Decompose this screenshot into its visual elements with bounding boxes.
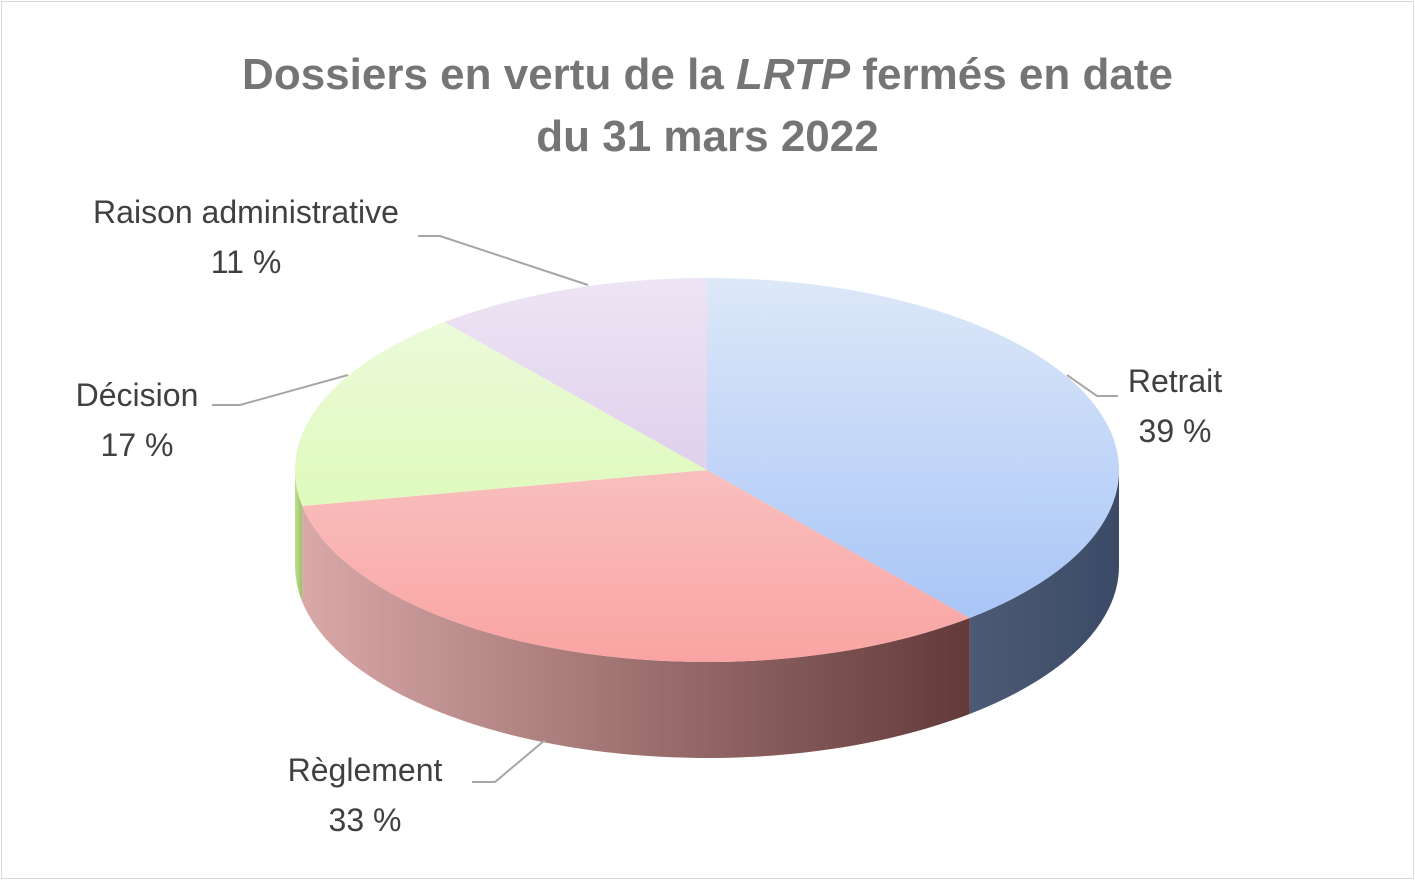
slice-label-raison-administrative: Raison administrative 11 % bbox=[46, 187, 446, 287]
title-line1-italic: LRTP bbox=[736, 50, 851, 99]
slice-value-reglement: 33 % bbox=[328, 802, 402, 838]
slice-label-retrait: Retrait 39 % bbox=[1085, 356, 1265, 456]
slice-label-decision: Décision 17 % bbox=[47, 370, 227, 470]
slice-name-decision: Décision bbox=[75, 377, 199, 413]
slice-value-retrait: 39 % bbox=[1138, 413, 1212, 449]
pie-slice-decision bbox=[295, 322, 707, 506]
chart-title: Dossiers en vertu de la LRTP fermés en d… bbox=[0, 44, 1415, 168]
leader-line-retrait bbox=[1066, 374, 1118, 397]
title-line1-prefix: Dossiers en vertu de la bbox=[242, 50, 737, 99]
leader-line-decision bbox=[212, 374, 349, 406]
slice-label-reglement: Règlement 33 % bbox=[245, 745, 485, 845]
pie-slice-raison-administrative bbox=[444, 278, 707, 470]
leader-line-reglement bbox=[472, 739, 546, 783]
pie-slice-reglement bbox=[302, 470, 970, 663]
slice-name-raison-administrative: Raison administrative bbox=[93, 194, 399, 230]
title-line2: du 31 mars 2022 bbox=[536, 112, 879, 161]
pie-side-retrait bbox=[969, 470, 1119, 714]
slice-value-raison-administrative: 11 % bbox=[210, 244, 282, 280]
pie-slice-retrait bbox=[707, 278, 1120, 618]
slice-value-decision: 17 % bbox=[100, 427, 174, 463]
slice-name-retrait: Retrait bbox=[1127, 363, 1223, 399]
slice-name-reglement: Règlement bbox=[287, 752, 443, 788]
pie-side-decision bbox=[295, 470, 303, 602]
leader-line-raison-administrative bbox=[418, 235, 589, 286]
title-line1-suffix: fermés en date bbox=[850, 50, 1173, 99]
pie-side-reglement bbox=[302, 505, 970, 759]
